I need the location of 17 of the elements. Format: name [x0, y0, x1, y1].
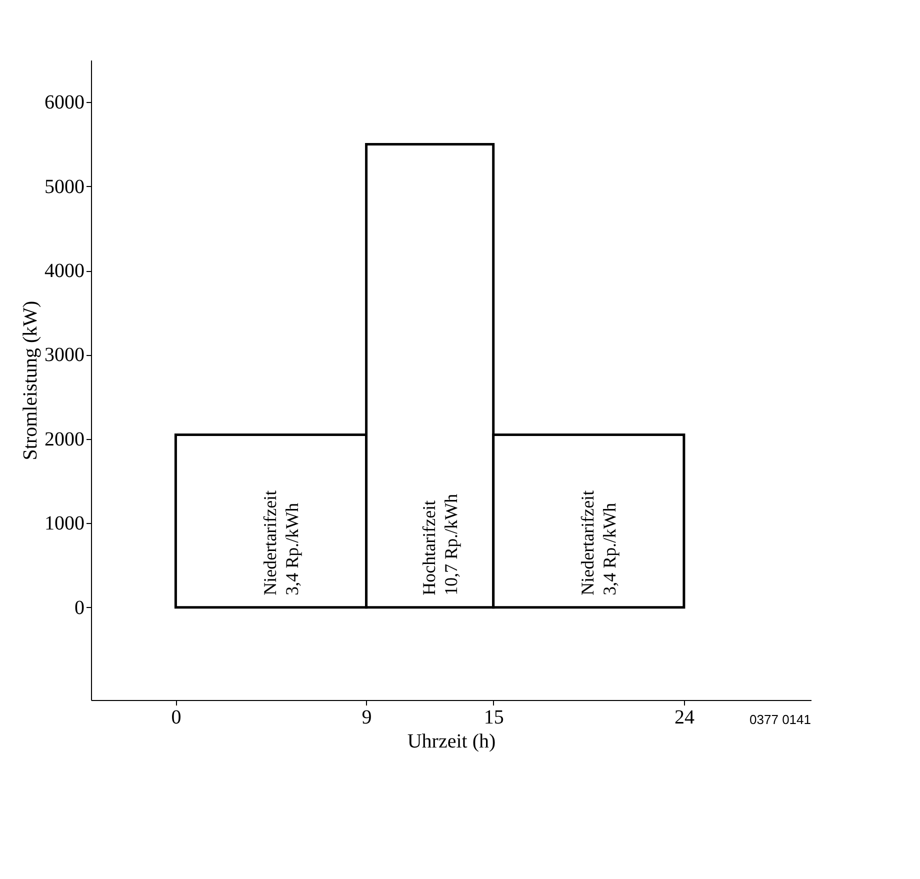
y-axis-title: Stromleistung (kW) — [20, 300, 42, 460]
x-axis-title: Uhrzeit (h) — [407, 730, 496, 752]
y-tick-label: 3000 — [44, 344, 84, 366]
y-tick-label: 4000 — [44, 260, 84, 282]
x-tick-label: 9 — [362, 706, 372, 728]
x-tick-label: 0 — [171, 706, 182, 728]
y-tick-label: 5000 — [44, 176, 84, 198]
y-tick-label: 2000 — [44, 428, 84, 450]
annotation: Niedertarifzeit 3,4 Rp./kWh — [260, 490, 302, 596]
text: 0377 0141 — [750, 712, 811, 727]
annotation: Niedertarifzeit 3,4 Rp./kWh — [578, 490, 620, 596]
y-tick-label: 6000 — [44, 92, 84, 114]
y-tick-label: 0 — [74, 596, 84, 619]
annotation: Hochtarifzeit 10,7 Rp./kWh — [418, 494, 461, 596]
y-tick-label: 1000 — [44, 512, 84, 535]
x-tick-label: 24 — [674, 706, 694, 728]
x-tick-label: 15 — [484, 706, 504, 728]
